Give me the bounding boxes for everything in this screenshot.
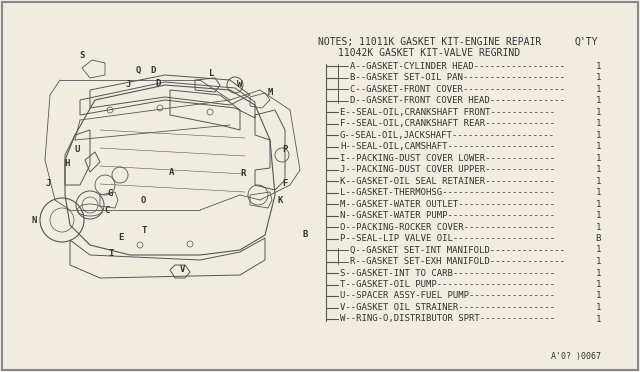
Text: 1: 1 [596, 292, 601, 301]
Text: J: J [45, 179, 51, 187]
Text: I--PACKING-DUST COVER LOWER-------------: I--PACKING-DUST COVER LOWER------------- [340, 154, 555, 163]
Text: 1: 1 [596, 222, 601, 231]
Text: Q--GASKET SET-INT MANIFOLD--------------: Q--GASKET SET-INT MANIFOLD-------------- [350, 246, 565, 254]
Text: 1: 1 [596, 246, 601, 254]
Text: T: T [141, 225, 147, 234]
Text: 1: 1 [596, 142, 601, 151]
Text: C: C [104, 205, 109, 215]
Text: F--SEAL-OIL,CRANKSHAFT REAR-------------: F--SEAL-OIL,CRANKSHAFT REAR------------- [340, 119, 555, 128]
Text: J: J [125, 80, 131, 89]
Text: D--GASKET-FRONT COVER HEAD--------------: D--GASKET-FRONT COVER HEAD-------------- [350, 96, 565, 105]
Text: 1: 1 [596, 165, 601, 174]
Text: A: A [170, 167, 175, 176]
Text: 1: 1 [596, 108, 601, 116]
Text: 1: 1 [596, 154, 601, 163]
Text: M: M [268, 87, 273, 96]
Text: 1: 1 [596, 96, 601, 105]
Text: E: E [118, 232, 124, 241]
Text: C--GASKET-FRONT COVER-------------------: C--GASKET-FRONT COVER------------------- [350, 84, 565, 93]
Text: H: H [64, 158, 70, 167]
Text: 1: 1 [596, 73, 601, 82]
Text: G--SEAL-OIL,JACKSHAFT-------------------: G--SEAL-OIL,JACKSHAFT------------------- [340, 131, 555, 140]
Text: F: F [282, 179, 288, 187]
Text: B: B [596, 234, 601, 243]
Text: D: D [150, 65, 156, 74]
Text: U: U [74, 144, 80, 154]
Text: V--GASKET OIL STRAINER------------------: V--GASKET OIL STRAINER------------------ [340, 303, 555, 312]
Text: Q'TY: Q'TY [575, 37, 598, 47]
Text: V: V [179, 266, 185, 275]
Text: A--GASKET-CYLINDER HEAD-----------------: A--GASKET-CYLINDER HEAD----------------- [350, 61, 565, 71]
Text: H--SEAL-OIL,CAMSHAFT--------------------: H--SEAL-OIL,CAMSHAFT-------------------- [340, 142, 555, 151]
Text: T--GASKET-OIL PUMP----------------------: T--GASKET-OIL PUMP---------------------- [340, 280, 555, 289]
Text: Q: Q [135, 65, 141, 74]
Text: 1: 1 [596, 176, 601, 186]
Text: 1: 1 [596, 257, 601, 266]
Text: 1: 1 [596, 314, 601, 324]
Text: B: B [302, 230, 308, 238]
Text: D: D [156, 78, 161, 87]
Text: 1: 1 [596, 131, 601, 140]
Text: K: K [277, 196, 283, 205]
Text: 1: 1 [596, 84, 601, 93]
Text: 1: 1 [596, 269, 601, 278]
Text: P--SEAL-LIP VALVE OIL-------------------: P--SEAL-LIP VALVE OIL------------------- [340, 234, 555, 243]
Text: M--GASKET-WATER OUTLET------------------: M--GASKET-WATER OUTLET------------------ [340, 199, 555, 208]
Text: J--PACKING-DUST COVER UPPER-------------: J--PACKING-DUST COVER UPPER------------- [340, 165, 555, 174]
Text: N--GASKET-WATER PUMP--------------------: N--GASKET-WATER PUMP-------------------- [340, 211, 555, 220]
Text: 1: 1 [596, 61, 601, 71]
Text: O--PACKING-ROCKER COVER-----------------: O--PACKING-ROCKER COVER----------------- [340, 222, 555, 231]
Text: 1: 1 [596, 280, 601, 289]
Text: 1: 1 [596, 119, 601, 128]
Text: S--GASKET-INT TO CARB-------------------: S--GASKET-INT TO CARB------------------- [340, 269, 555, 278]
Text: O: O [140, 196, 146, 205]
Text: I: I [108, 250, 114, 259]
Text: U--SPACER ASSY-FUEL PUMP----------------: U--SPACER ASSY-FUEL PUMP---------------- [340, 292, 555, 301]
Text: NOTES; 11011K GASKET KIT-ENGINE REPAIR: NOTES; 11011K GASKET KIT-ENGINE REPAIR [318, 37, 541, 47]
Text: R: R [240, 169, 246, 177]
Text: P: P [282, 144, 288, 154]
Text: 1: 1 [596, 188, 601, 197]
Text: S: S [79, 51, 84, 60]
Text: L: L [209, 68, 214, 77]
Text: G: G [108, 189, 113, 198]
Text: K--GASKET-OIL SEAL RETAINER-------------: K--GASKET-OIL SEAL RETAINER------------- [340, 176, 555, 186]
Text: N: N [31, 215, 36, 224]
Text: R--GASKET SET-EXH MANIFOLD--------------: R--GASKET SET-EXH MANIFOLD-------------- [350, 257, 565, 266]
Text: E--SEAL-OIL,CRANKSHAFT FRONT------------: E--SEAL-OIL,CRANKSHAFT FRONT------------ [340, 108, 555, 116]
Text: W: W [237, 80, 243, 89]
Text: W--RING-O,DISTRIBUTOR SPRT--------------: W--RING-O,DISTRIBUTOR SPRT-------------- [340, 314, 555, 324]
Text: 11042K GASKET KIT-VALVE REGRIND: 11042K GASKET KIT-VALVE REGRIND [338, 48, 520, 58]
Text: 1: 1 [596, 199, 601, 208]
Text: L--GASKET-THERMOHSG---------------------: L--GASKET-THERMOHSG--------------------- [340, 188, 555, 197]
Text: 1: 1 [596, 211, 601, 220]
Text: B--GASKET SET-OIL PAN-------------------: B--GASKET SET-OIL PAN------------------- [350, 73, 565, 82]
Text: A'0? )0067: A'0? )0067 [551, 353, 601, 362]
Text: 1: 1 [596, 303, 601, 312]
